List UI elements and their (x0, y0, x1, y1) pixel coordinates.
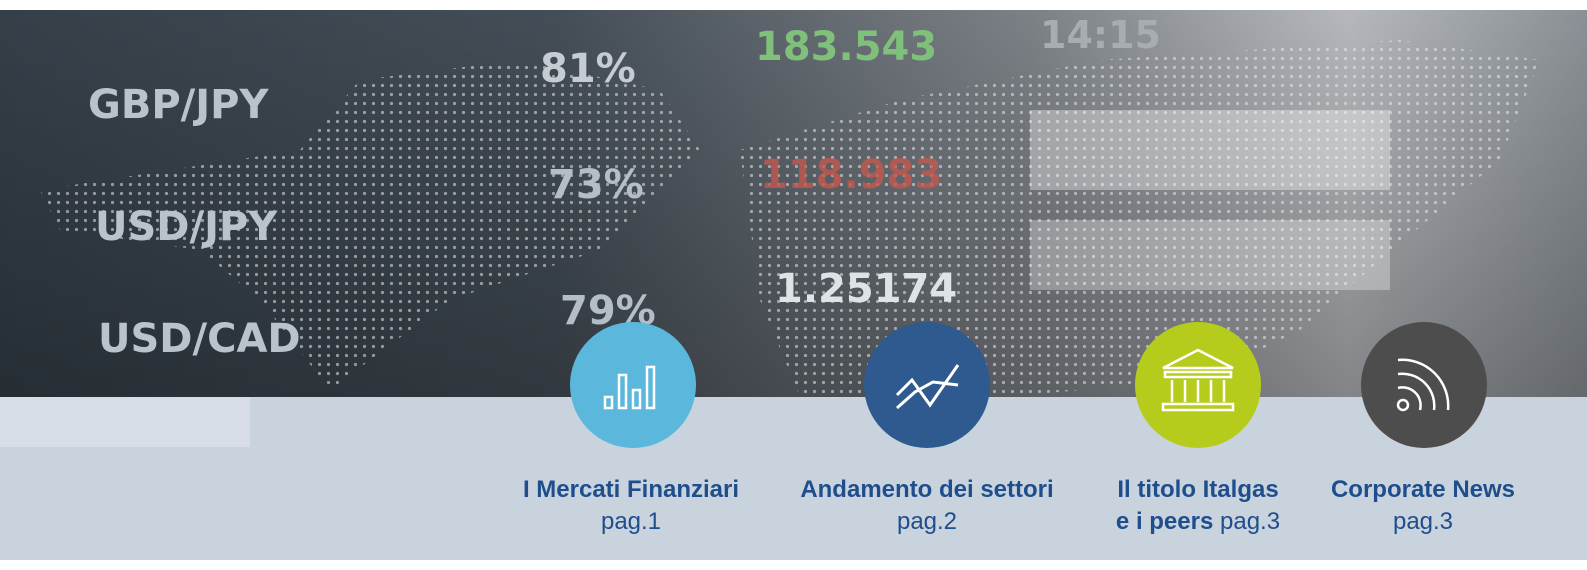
screen-glow (1030, 220, 1390, 290)
photo-label: 1.25174 (775, 266, 957, 312)
photo-label: 183.543 (755, 24, 937, 70)
nav-item[interactable]: I Mercati Finanziari pag.1 (523, 476, 739, 535)
nav-item[interactable]: Andamento dei settori pag.2 (800, 476, 1053, 535)
nav-icon[interactable] (864, 322, 990, 448)
nav-page[interactable]: pag.1 (601, 508, 661, 535)
nav-title[interactable]: Corporate News (1331, 476, 1515, 503)
photo-label: GBP/JPY (88, 82, 269, 128)
nav-band-highlight (0, 397, 250, 447)
nav-title[interactable]: Andamento dei settori (800, 476, 1053, 503)
nav-band (0, 397, 1587, 560)
photo-label: USD/CAD (98, 316, 301, 362)
nav-title[interactable]: Il titolo Italgas (1117, 476, 1278, 503)
nav-item[interactable]: Corporate News pag.3 (1331, 476, 1515, 535)
photo-label: USD/JPY (95, 204, 278, 250)
map-dots (40, 60, 700, 390)
nav-item[interactable]: Il titolo Italgas e i peers pag.3 (1116, 476, 1280, 535)
nav-icon[interactable] (1135, 322, 1261, 448)
nav-icon[interactable] (1361, 322, 1487, 448)
nav-icon[interactable] (570, 322, 696, 448)
map-dots (740, 40, 1540, 397)
screen-glow (1030, 110, 1390, 190)
photo-label: 118.983 (760, 152, 942, 198)
nav-title[interactable]: e i peers (1116, 508, 1213, 535)
photo-label: 81% (540, 46, 636, 92)
photo-label: 73% (548, 162, 644, 208)
nav-page[interactable]: pag.2 (897, 508, 957, 535)
nav-title-line[interactable]: e i peers pag.3 (1116, 508, 1280, 535)
photo-label: 14:15 (1040, 13, 1161, 57)
nav-title[interactable]: I Mercati Finanziari (523, 476, 739, 503)
nav-page[interactable]: pag.3 (1393, 508, 1453, 535)
nav-page[interactable]: pag.3 (1220, 508, 1280, 535)
